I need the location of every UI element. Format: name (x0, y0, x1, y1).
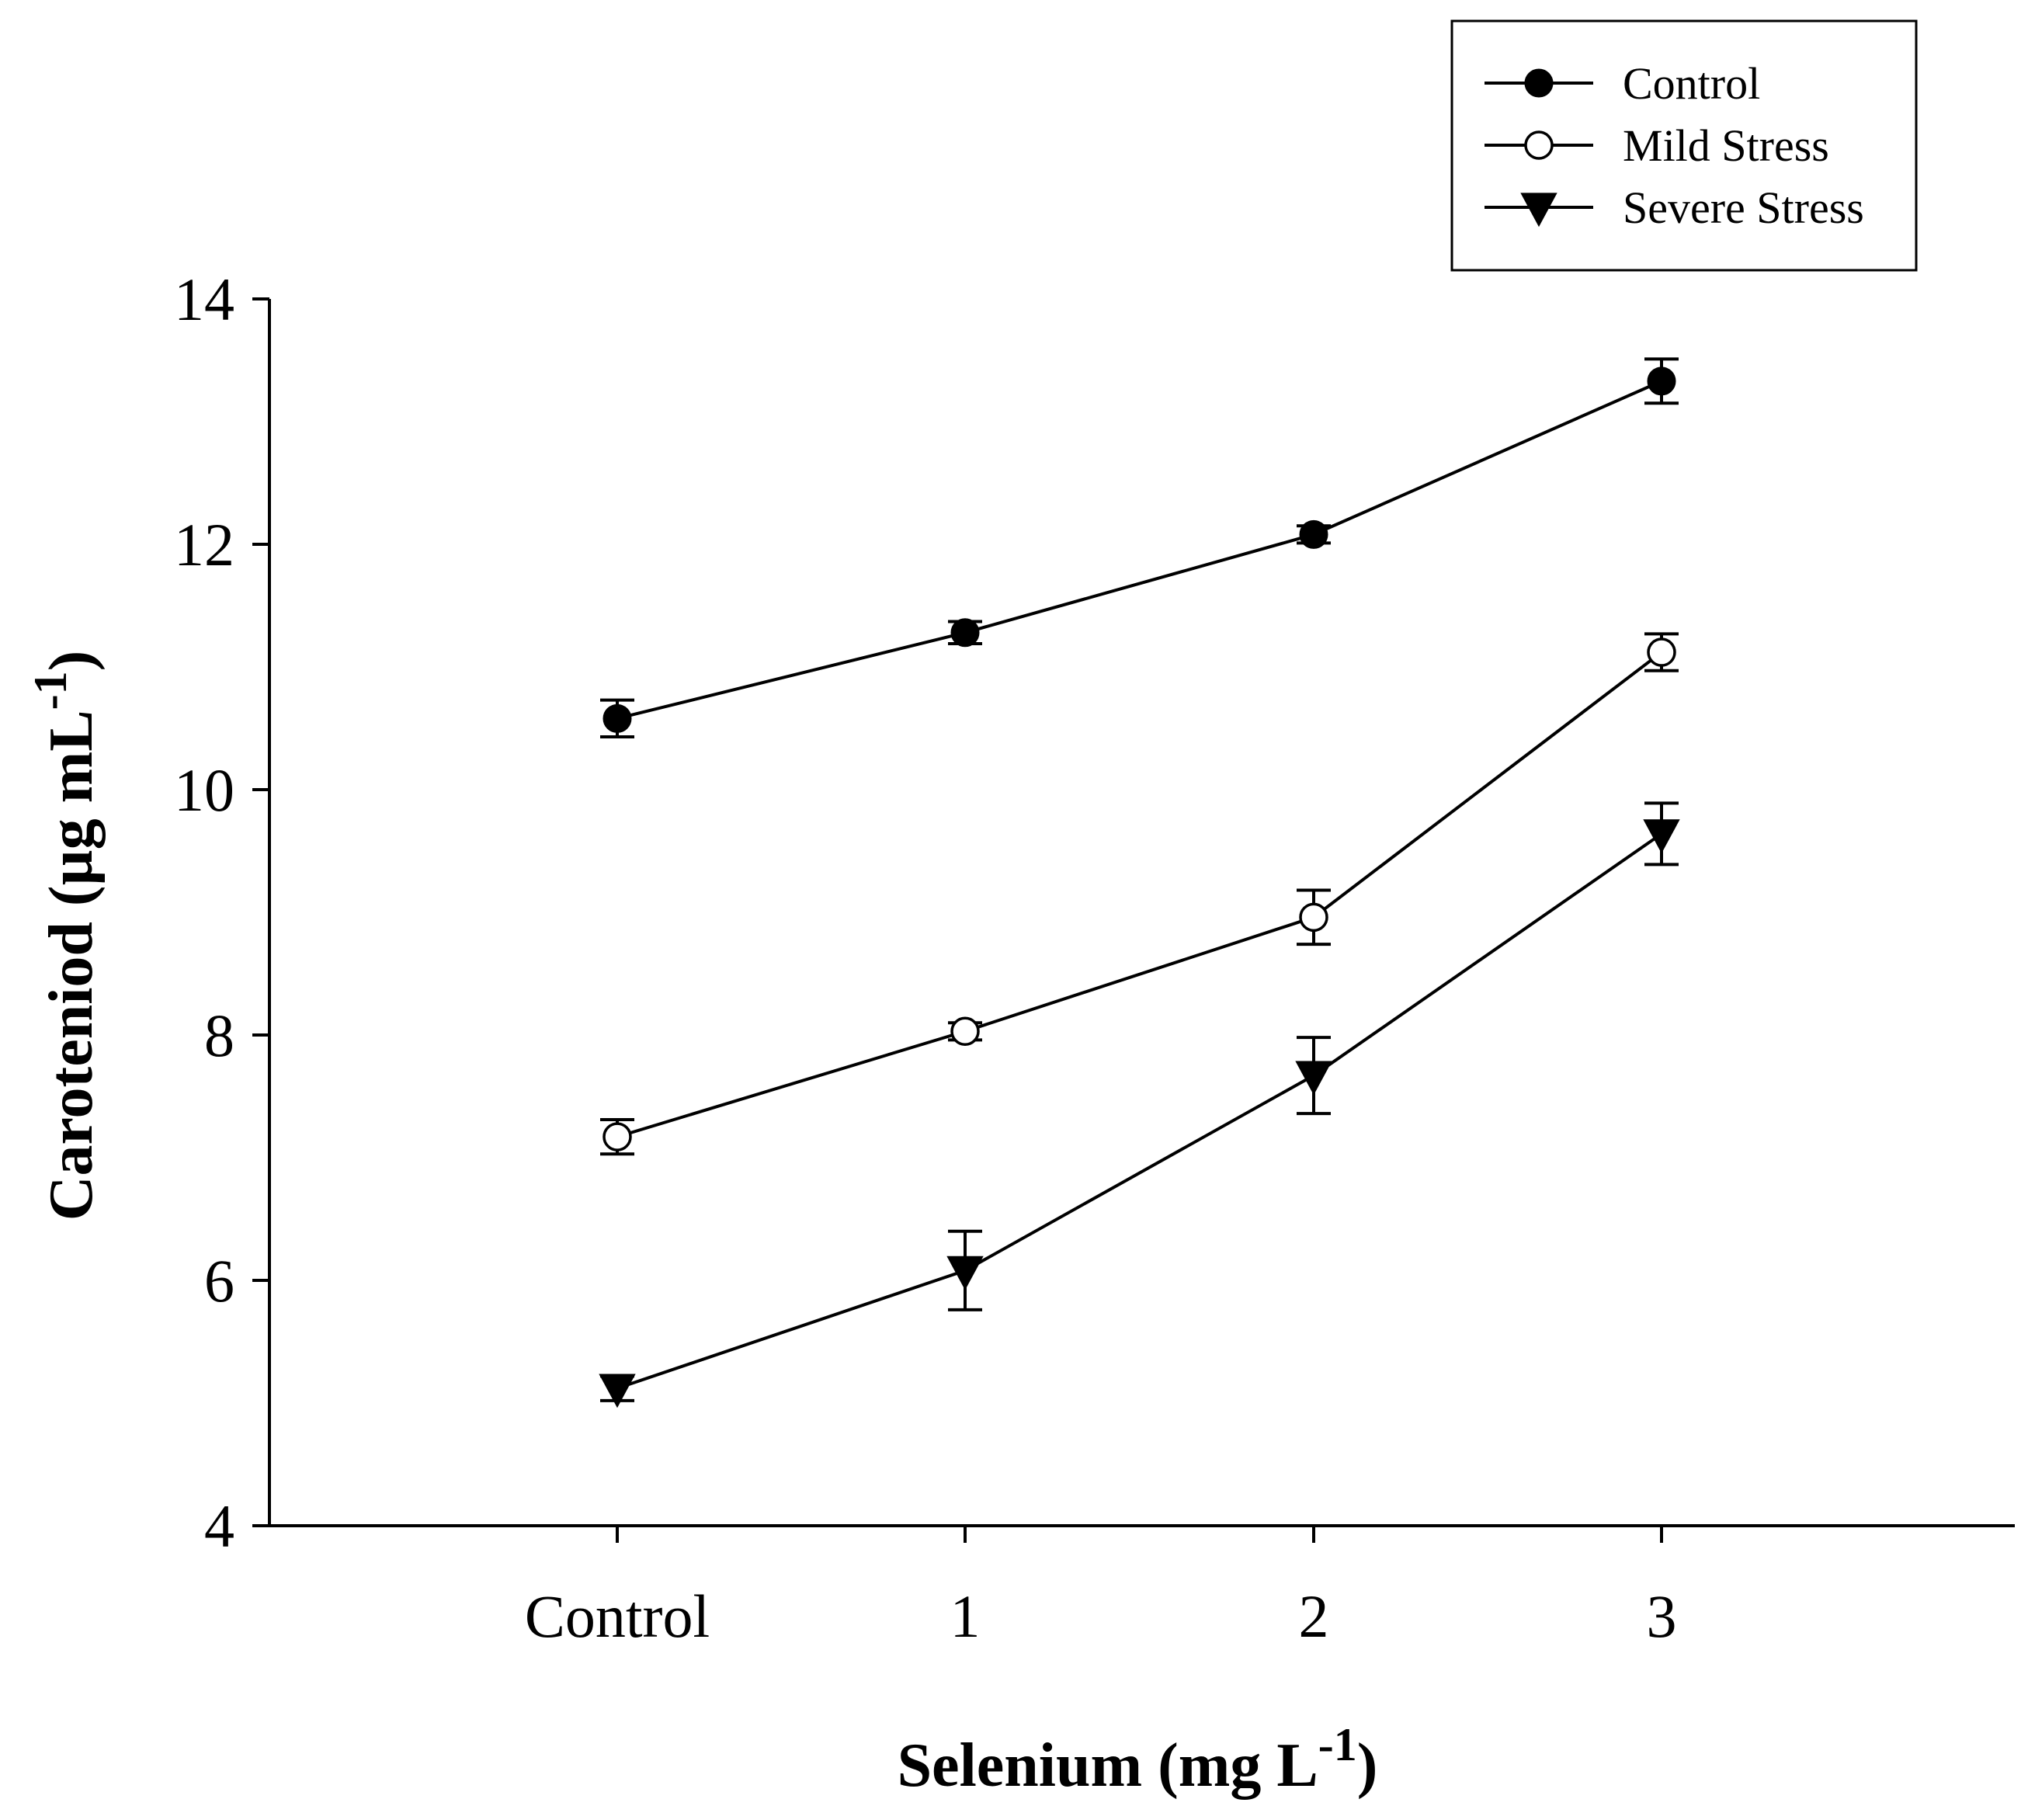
legend: Control Mild Stress Severe Stress (1450, 19, 1918, 272)
data-point (1295, 1061, 1332, 1096)
series-control (600, 357, 1679, 739)
x-tick-label: 1 (950, 1582, 981, 1650)
y-tick-label: 14 (174, 266, 234, 333)
data-point (1299, 902, 1328, 933)
data-point (1647, 637, 1676, 667)
data-point (946, 1256, 984, 1290)
legend-label: Control (1623, 58, 1760, 109)
data-point (1647, 366, 1676, 396)
x-tick-label: Control (525, 1582, 710, 1650)
legend-marker (1524, 68, 1554, 98)
legend-label: Mild Stress (1623, 120, 1829, 171)
series-severe-stress (599, 801, 1680, 1408)
y-tick-label: 4 (204, 1492, 234, 1560)
y-tick-label: 8 (204, 1002, 234, 1069)
x-axis-title: Selenium (mg L-1) (898, 1719, 1378, 1800)
legend-marker (1524, 130, 1554, 160)
data-point (602, 703, 632, 733)
x-tick-label: 2 (1299, 1582, 1329, 1650)
y-axis-ticks: 4 6 8 10 12 14 (174, 266, 269, 1560)
data-point (602, 1122, 632, 1151)
data-point (950, 618, 980, 648)
data-point (1299, 519, 1328, 549)
series-line (616, 832, 1663, 1390)
legend-item: Control (1485, 58, 1760, 109)
x-axis-ticks: Control 1 2 3 (525, 1526, 1677, 1650)
legend-item: Mild Stress (1485, 120, 1829, 171)
legend-marker (1520, 193, 1557, 228)
data-point (599, 1374, 636, 1408)
x-tick-label: 3 (1647, 1582, 1677, 1650)
y-tick-label: 6 (204, 1247, 234, 1315)
y-tick-label: 10 (174, 756, 234, 824)
series-mild-stress (600, 632, 1679, 1156)
series-layer (599, 357, 1680, 1408)
data-point (950, 1016, 980, 1047)
axes (268, 299, 2015, 1527)
y-tick-label: 12 (174, 511, 234, 578)
legend-label: Severe Stress (1623, 182, 1864, 233)
series-line (616, 651, 1663, 1139)
series-line (616, 380, 1662, 721)
legend-item: Severe Stress (1485, 182, 1864, 233)
data-point (1643, 819, 1680, 854)
y-axis-title: Caroteniod (µg mL-1) (25, 651, 106, 1221)
